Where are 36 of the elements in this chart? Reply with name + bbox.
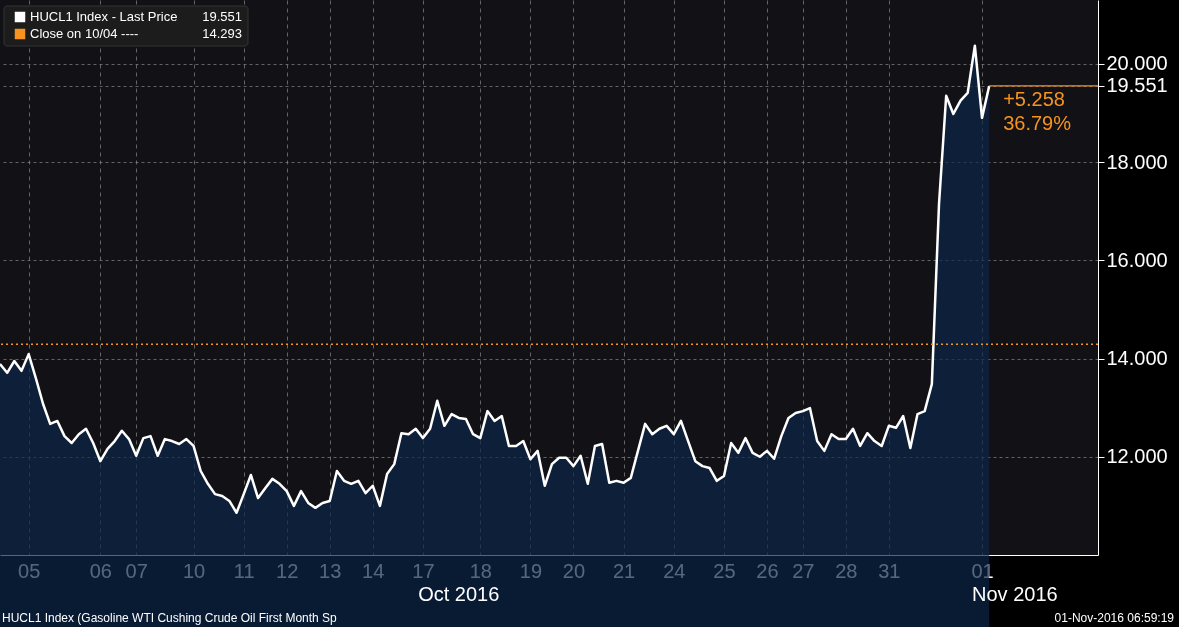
text: Oct 2016	[418, 583, 500, 605]
x-tick-label: 05	[18, 559, 41, 582]
x-tick-label: 25	[713, 559, 736, 582]
text: 36.79%	[1003, 111, 1072, 134]
text: HUCL1 Index (Gasoline WTI Cushing Crude Oil First Month Sp	[2, 611, 338, 625]
y-tick-label: 19.551	[1106, 74, 1168, 97]
y-tick-label: 12.000	[1106, 445, 1168, 468]
x-tick-label: 18	[469, 559, 492, 582]
x-tick-label: 14	[362, 559, 385, 582]
x-tick-label: 27	[792, 559, 815, 582]
text: Nov 2016	[972, 583, 1058, 605]
x-tick-label: 24	[663, 559, 686, 582]
text: 01-Nov-2016 06:59:19	[1054, 611, 1175, 625]
x-tick-label: 12	[276, 559, 299, 582]
x-tick-label: 20	[562, 559, 586, 582]
annotation: 19.551	[202, 9, 242, 24]
x-tick-label: 01	[971, 559, 994, 582]
y-tick-label: 20.000	[1106, 52, 1168, 75]
legend-label: HUCL1 Index - Last Price	[30, 9, 178, 24]
y-tick-label: 14.000	[1106, 347, 1168, 370]
legend-label: Close on 10/04 ----	[30, 26, 139, 41]
x-tick-label: 13	[319, 559, 342, 582]
y-tick-label: 16.000	[1106, 248, 1168, 271]
x-tick-label: 19	[519, 559, 543, 582]
x-tick-label: 31	[878, 559, 901, 582]
x-tick-label: 21	[612, 559, 636, 582]
text: +5.258	[1003, 87, 1065, 110]
x-tick-label: 06	[89, 559, 112, 582]
y-tick-label: 18.000	[1106, 150, 1168, 173]
annotation: 14.293	[202, 26, 242, 41]
x-tick-label: 11	[233, 559, 255, 582]
x-tick-label: 26	[756, 559, 779, 582]
x-tick-label: 17	[412, 559, 435, 582]
x-tick-label: 28	[835, 559, 858, 582]
x-tick-label: 07	[125, 559, 148, 582]
x-tick-label: 10	[182, 559, 206, 582]
